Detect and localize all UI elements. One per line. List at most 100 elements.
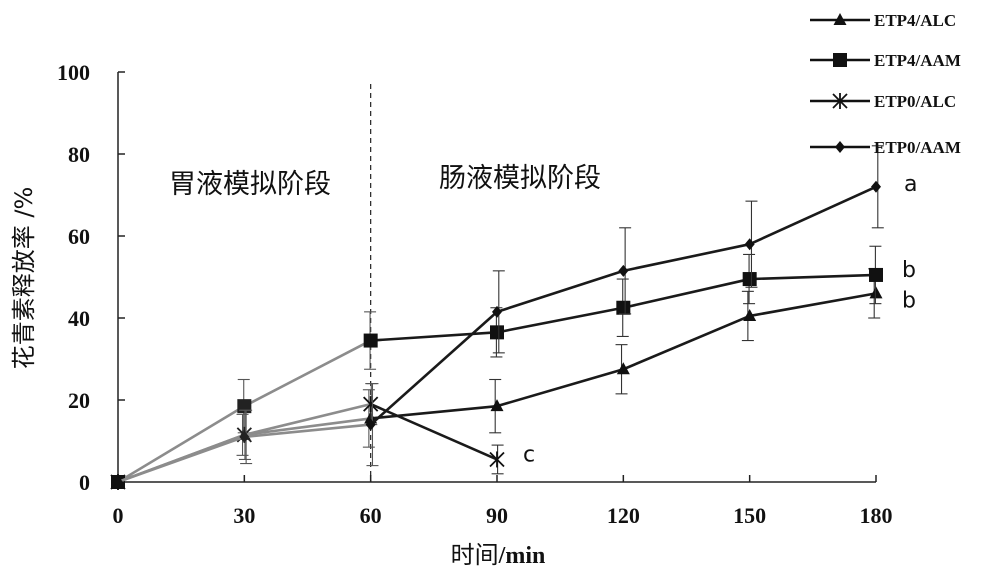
series-segment <box>370 402 498 461</box>
significance-label: b <box>902 288 916 313</box>
legend-item-etp0-alc: ETP0/ALC <box>810 92 956 111</box>
series-segment <box>622 314 751 371</box>
triangle-marker <box>743 308 757 321</box>
x-axis-title-cn: 时间 <box>451 541 499 569</box>
series-segment <box>496 368 624 408</box>
diamond-marker-shape <box>744 238 755 251</box>
square-marker-shape <box>833 53 847 67</box>
legend-label: ETP0/ALC <box>874 92 956 111</box>
diamond-marker <box>744 238 755 251</box>
diamond-marker <box>871 180 881 193</box>
y-tick-label: 60 <box>68 224 90 249</box>
series-segment <box>369 310 498 426</box>
triangle-marker <box>490 399 504 412</box>
x-tick-label: 0 <box>113 503 124 528</box>
legend: ETP4/ALC ETP4/AAM ETP0/ALC ETP0/AAM <box>810 11 961 157</box>
series-etp0-alc: c <box>110 383 535 490</box>
phase-label-gastric: 胃液模拟阶段 <box>169 169 331 200</box>
x-tick-label: 180 <box>860 503 893 528</box>
y-tick-label: 20 <box>68 388 90 413</box>
diamond-marker <box>365 418 376 431</box>
triangle-marker <box>869 286 883 299</box>
x-tick-label: 60 <box>360 503 382 528</box>
phase-label-intestinal: 肠液模拟阶段 <box>439 163 601 194</box>
square-marker-shape <box>490 325 504 340</box>
triangle-marker-shape <box>743 308 757 321</box>
legend-label: ETP4/ALC <box>874 11 956 30</box>
triangle-marker-shape <box>490 399 504 412</box>
series-segment <box>749 273 877 281</box>
series-segment <box>244 423 371 439</box>
x-tick-label: 30 <box>233 503 255 528</box>
phase-labels: 胃液模拟阶段 肠液模拟阶段 <box>169 163 601 200</box>
series-segment <box>244 417 371 437</box>
triangle-marker <box>833 13 847 25</box>
series-layer: bb c a <box>110 145 917 490</box>
triangle-marker-shape <box>616 362 630 375</box>
square-marker <box>363 333 378 348</box>
triangle-marker <box>616 362 630 375</box>
diamond-marker <box>618 264 629 277</box>
diamond-marker-shape <box>835 141 845 153</box>
series-segment <box>749 292 877 318</box>
diamond-marker-shape <box>365 418 376 431</box>
x-tick-label: 120 <box>607 503 640 528</box>
series-segment <box>496 269 624 314</box>
x-tick-label: 90 <box>486 503 508 528</box>
y-tick-label: 80 <box>68 142 90 167</box>
y-tick-label: 40 <box>68 306 90 331</box>
legend-item-etp0-aam: ETP0/AAM <box>810 138 961 157</box>
legend-label: ETP4/AAM <box>874 51 961 70</box>
square-marker <box>833 53 847 67</box>
y-tick-label: 0 <box>79 470 90 495</box>
series-etp4-aam: b <box>111 245 916 489</box>
diamond-marker <box>492 305 502 318</box>
square-marker <box>237 399 252 414</box>
legend-item-etp4-alc: ETP4/ALC <box>810 11 956 30</box>
series-segment <box>623 277 750 310</box>
series-segment <box>243 339 372 408</box>
square-marker <box>869 267 883 282</box>
star-marker <box>832 93 848 109</box>
square-marker-shape <box>237 399 252 414</box>
legend-label: ETP0/AAM <box>874 138 961 157</box>
diamond-marker <box>239 430 250 443</box>
significance-label: a <box>904 172 917 197</box>
diamond-marker-shape <box>239 430 250 443</box>
series-segment <box>244 402 371 437</box>
series-etp0-aam: a <box>113 145 917 488</box>
series-segment <box>370 331 498 342</box>
significance-label: b <box>902 258 916 283</box>
series-segment <box>749 185 877 246</box>
star-marker <box>363 396 379 413</box>
significance-label: c <box>523 442 535 467</box>
x-axis-title-unit: /min <box>498 543 546 569</box>
square-marker <box>490 325 504 340</box>
diamond-marker <box>113 476 123 488</box>
diamond-marker <box>835 141 845 153</box>
series-segment <box>623 242 750 273</box>
series-segment <box>117 435 245 484</box>
square-marker-shape <box>616 300 631 315</box>
square-marker-shape <box>363 333 378 348</box>
square-marker <box>616 300 631 315</box>
diamond-marker-shape <box>113 476 123 488</box>
square-marker <box>742 272 757 287</box>
square-marker-shape <box>869 267 883 282</box>
square-marker-shape <box>742 272 757 287</box>
diamond-marker-shape <box>492 305 502 318</box>
series-segment <box>370 404 498 420</box>
triangle-marker-shape <box>833 13 847 25</box>
x-tick-label: 150 <box>733 503 766 528</box>
series-segment <box>496 306 624 334</box>
y-tick-label: 100 <box>57 60 90 85</box>
x-axis-title: 时间/min <box>451 541 546 569</box>
diamond-marker-shape <box>618 264 629 277</box>
axes: 0 20 40 60 80 100 0 30 60 90 120 150 180 <box>57 60 893 528</box>
series-etp4-alc: b <box>111 268 916 487</box>
series-segment <box>117 405 246 484</box>
y-axis-title: 花青素释放率 /% <box>10 187 38 370</box>
star-marker <box>489 451 505 468</box>
legend-item-etp4-aam: ETP4/AAM <box>810 51 961 70</box>
